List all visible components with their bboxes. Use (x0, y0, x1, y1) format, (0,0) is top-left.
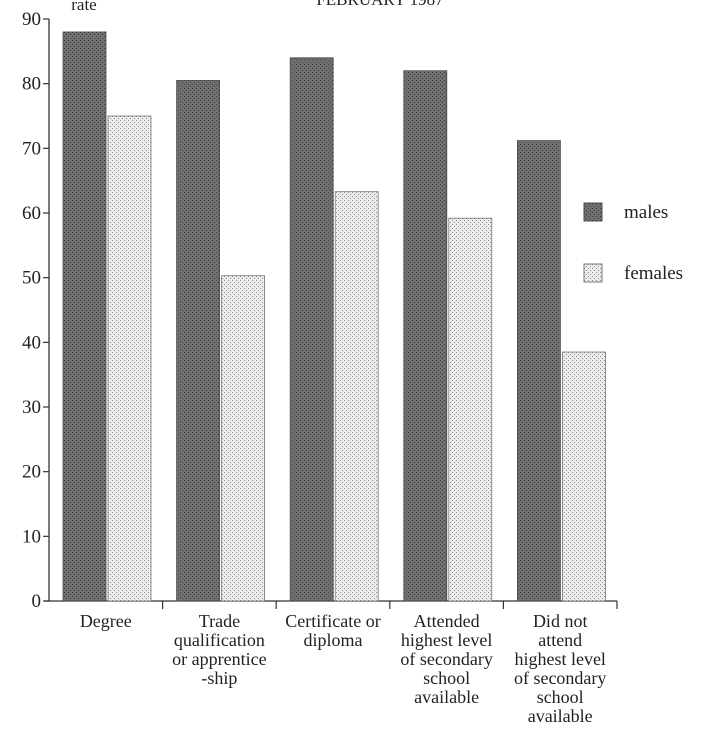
legend-label-males: males (624, 202, 668, 223)
y-tick-label: 20 (22, 462, 41, 483)
legend-label-females: females (624, 263, 683, 284)
y-tick-label: 40 (22, 332, 41, 353)
bar-males-1 (62, 31, 107, 602)
y-axis-label: rate (71, 0, 96, 14)
legend: males females (583, 202, 683, 284)
y-tick-label: 50 (22, 268, 41, 289)
x-tick-label: Degree (80, 611, 132, 631)
legend-swatch-males (583, 202, 603, 222)
y-tick-label: 80 (22, 74, 41, 95)
y-tick-label: 70 (22, 138, 41, 159)
y-axis: 0 10 20 30 40 50 60 70 80 90 (22, 9, 618, 612)
bar-females-3 (334, 191, 379, 602)
x-tick-label: Trade qualification or apprentice -ship (172, 611, 266, 688)
y-tick-label: 30 (22, 397, 41, 418)
bar-males-5 (517, 140, 561, 602)
x-tick-label: Attended highest level of secondary school a… (400, 611, 492, 707)
x-tick-label: Did not attend highest level of secondary sc… (514, 611, 606, 726)
bar-males-3 (289, 57, 334, 602)
bar-females-2 (221, 275, 266, 602)
bar-males-4 (403, 70, 448, 602)
chart-title: FEBRUARY 1987 (316, 0, 444, 9)
y-tick-label: 90 (22, 9, 41, 30)
y-tick-label: 0 (32, 591, 42, 612)
y-tick-label: 60 (22, 203, 41, 224)
bar-females-5 (562, 351, 606, 602)
bars (62, 31, 606, 602)
y-tick-label: 10 (22, 526, 41, 547)
bar-females-1 (107, 115, 152, 602)
x-axis-labels: Degree Trade qualification or apprentice -sh… (80, 611, 607, 726)
legend-swatch-females (583, 263, 603, 283)
bar-females-4 (448, 217, 493, 602)
bar-males-2 (176, 80, 221, 602)
x-tick-label: Certificate or diploma (285, 611, 380, 650)
